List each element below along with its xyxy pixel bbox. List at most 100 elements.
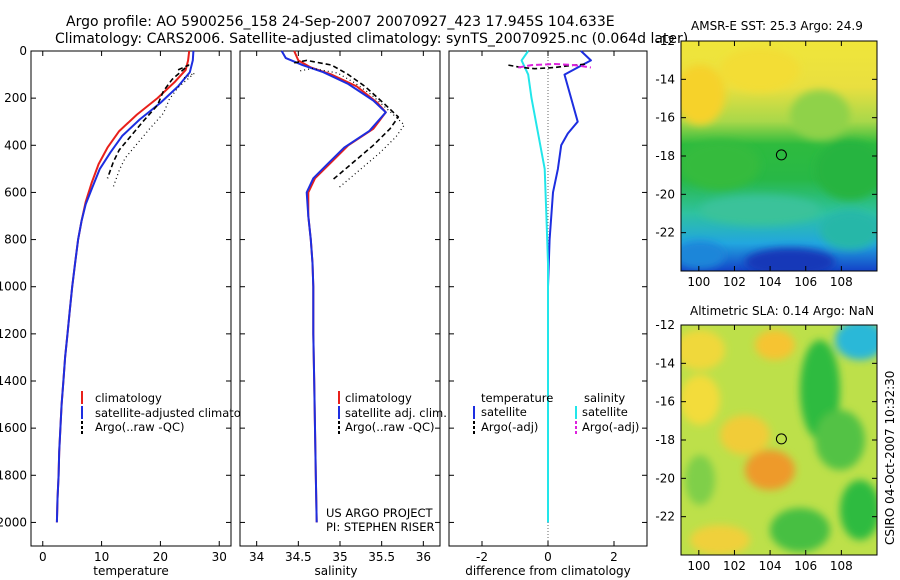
legend-sal-satellite: satellite — [582, 405, 628, 419]
sla-map-panel: Altimetric SLA: 0.14 Argo: NaN -12 -14 -16… — [655, 304, 878, 573]
lon-tick-label: 108 — [830, 559, 853, 573]
lat-tick-label: -14 — [655, 356, 675, 370]
sst-map-title: AMSR-E SST: 25.3 Argo: 24.9 — [691, 19, 863, 33]
y-tick-label: 1200 — [0, 327, 27, 341]
legend-argo: Argo(..raw -QC) — [345, 420, 435, 434]
sst-map-image — [681, 41, 877, 271]
pi-annotation: PI: STEPHEN RISER — [326, 520, 435, 534]
lat-tick-label: -12 — [655, 34, 675, 48]
difference-axis-ticks: -2 0 2 — [476, 51, 618, 564]
header-line-2: Climatology: CARS2006. Satellite-adjuste… — [55, 31, 688, 47]
lon-tick-label: 102 — [723, 275, 746, 289]
difference-plot-area — [508, 50, 592, 546]
series-argo-raw-qc- — [106, 64, 190, 179]
y-tick-label: 200 — [4, 91, 27, 105]
salinity-depth-ticks — [240, 50, 440, 523]
project-annotation: US ARGO PROJECT — [326, 506, 434, 520]
sla-map-image — [681, 325, 877, 555]
lat-tick-label: -16 — [655, 111, 675, 125]
x-tick-label: 34 — [249, 550, 264, 564]
sla-longitude-ticks: 100 102 104 106 108 — [687, 325, 853, 573]
x-tick-label: -2 — [476, 550, 488, 564]
lon-tick-label: 108 — [830, 275, 853, 289]
lat-tick-label: -16 — [655, 395, 675, 409]
series-argo-raw-qc- — [294, 59, 400, 182]
depth-axis-ticks: 0 200 400 600 800 1000 1200 1400 1600 1800 2000 — [0, 44, 231, 529]
x-tick-label: 30 — [212, 550, 227, 564]
legend-argo: Argo(..raw -QC) — [95, 420, 185, 434]
x-tick-label: 36 — [416, 550, 431, 564]
x-tick-label: 35 — [332, 550, 347, 564]
legend-sal-argo: Argo(-adj) — [582, 420, 639, 434]
x-tick-label: 20 — [153, 550, 168, 564]
series-temperature-satellite — [547, 50, 592, 523]
lat-tick-label: -22 — [655, 226, 675, 240]
lon-tick-label: 106 — [794, 275, 817, 289]
lat-tick-label: -22 — [655, 510, 675, 524]
y-tick-label: 600 — [4, 185, 27, 199]
lon-tick-label: 106 — [794, 559, 817, 573]
sla-latitude-ticks: -12 -14 -16 -18 -20 -22 — [655, 318, 877, 524]
salinity-axis-ticks: 34 34.5 35 35.5 36 — [249, 51, 431, 564]
y-tick-label: 400 — [4, 138, 27, 152]
temperature-axis-ticks: 0 10 20 30 — [39, 51, 227, 564]
x-tick-label: 0 — [39, 550, 47, 564]
y-tick-label: 0 — [19, 44, 27, 58]
header-line-1: Argo profile: AO 5900256_158 24-Sep-2007… — [66, 14, 615, 30]
y-tick-label: 1400 — [0, 374, 27, 388]
y-tick-label: 1800 — [0, 468, 27, 482]
salinity-panel: 34 34.5 35 35.5 36 salinity climatology sate… — [239, 50, 447, 578]
legend-climatology: climatology — [95, 391, 162, 405]
timestamp-label: CSIRO 04-Oct-2007 10:32:30 — [883, 371, 897, 545]
lon-tick-label: 104 — [759, 275, 782, 289]
legend-satellite-adjusted: satellite-adjusted climatology — [95, 406, 265, 420]
temperature-axis-label: temperature — [93, 564, 168, 578]
difference-axis-label: difference from climatology — [465, 564, 631, 578]
x-tick-label: 35.5 — [368, 550, 395, 564]
legend-temp-satellite: satellite — [481, 405, 527, 419]
x-tick-label: 34.5 — [285, 550, 312, 564]
sst-map-panel: AMSR-E SST: 25.3 Argo: 24.9 -12 -14 -16 -18… — [655, 19, 878, 289]
sla-argo-location-marker — [775, 433, 787, 445]
temperature-plot-area — [55, 50, 195, 523]
lat-tick-label: -20 — [655, 471, 675, 485]
y-tick-label: 2000 — [0, 515, 27, 529]
sst-latitude-ticks: -12 -14 -16 -18 -20 -22 — [655, 34, 877, 240]
lon-tick-label: 102 — [723, 559, 746, 573]
x-tick-label: 0 — [544, 550, 552, 564]
salinity-legend: climatology satellite adj. clim. Argo(..… — [338, 391, 447, 434]
legend-salinity-title: salinity — [584, 391, 625, 405]
y-tick-label: 800 — [4, 233, 27, 247]
sst-longitude-ticks: 100 102 104 106 108 — [687, 41, 853, 289]
sla-map-title: Altimetric SLA: 0.14 Argo: NaN — [690, 304, 874, 318]
temperature-panel: 0 200 400 600 800 1000 1200 1400 1600 1800 2000 0 1… — [0, 44, 265, 578]
x-tick-label: 2 — [610, 550, 618, 564]
salinity-axis-label: salinity — [314, 564, 357, 578]
lat-tick-label: -20 — [655, 187, 675, 201]
series-satellite-adj-clim- — [280, 50, 387, 523]
lon-tick-label: 100 — [687, 275, 710, 289]
temperature-legend: climatology satellite-adjusted climatolo… — [81, 391, 265, 434]
series-satellite-adjusted-climatology — [55, 50, 195, 523]
salinity-plot-area — [280, 50, 406, 523]
lat-tick-label: -14 — [655, 72, 675, 86]
difference-legend: temperature salinity satellite satellite… — [473, 391, 639, 434]
lat-tick-label: -18 — [655, 433, 675, 447]
x-tick-label: 10 — [94, 550, 109, 564]
y-tick-label: 1000 — [0, 280, 27, 294]
legend-temperature-title: temperature — [481, 391, 553, 405]
lat-tick-label: -18 — [655, 149, 675, 163]
legend-climatology: climatology — [345, 391, 412, 405]
legend-satellite-adj: satellite adj. clim. — [345, 406, 447, 420]
lat-tick-label: -12 — [655, 318, 675, 332]
y-tick-label: 1600 — [0, 421, 27, 435]
difference-panel: -2 0 2 difference from climatology tempera… — [448, 50, 648, 578]
difference-depth-ticks — [449, 50, 647, 523]
series-salinity-argo-adj- — [518, 63, 592, 69]
lon-tick-label: 104 — [759, 559, 782, 573]
legend-temp-argo: Argo(-adj) — [481, 420, 538, 434]
sst-argo-location-marker — [775, 149, 787, 161]
lon-tick-label: 100 — [687, 559, 710, 573]
series-argo-dotted — [112, 72, 195, 187]
